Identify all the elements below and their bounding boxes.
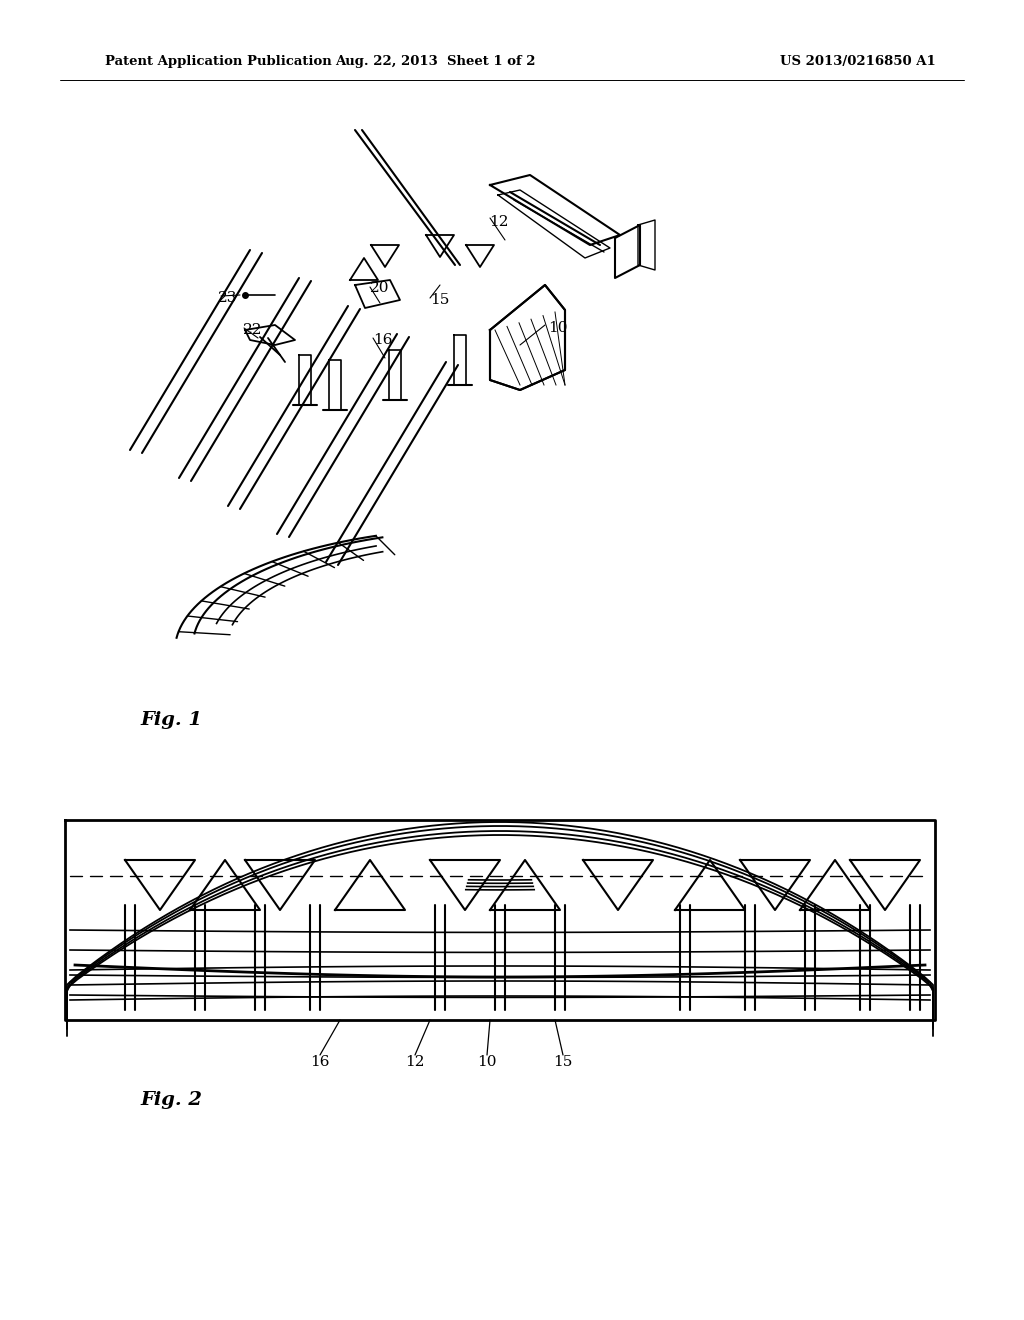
Text: Aug. 22, 2013  Sheet 1 of 2: Aug. 22, 2013 Sheet 1 of 2	[335, 55, 536, 69]
Text: US 2013/0216850 A1: US 2013/0216850 A1	[780, 55, 936, 69]
Text: 10: 10	[477, 1055, 497, 1069]
Polygon shape	[490, 285, 565, 389]
Text: 15: 15	[430, 293, 450, 308]
Text: 16: 16	[310, 1055, 330, 1069]
Text: Fig. 2: Fig. 2	[140, 1092, 202, 1109]
Text: 12: 12	[489, 215, 509, 228]
Text: 23: 23	[218, 290, 238, 305]
Text: 12: 12	[406, 1055, 425, 1069]
Text: Fig. 1: Fig. 1	[140, 711, 202, 729]
Text: 16: 16	[374, 333, 393, 347]
Text: 22: 22	[244, 323, 263, 337]
Text: 10: 10	[548, 321, 567, 335]
Text: 15: 15	[553, 1055, 572, 1069]
Text: Patent Application Publication: Patent Application Publication	[105, 55, 332, 69]
Text: 20: 20	[371, 281, 390, 294]
